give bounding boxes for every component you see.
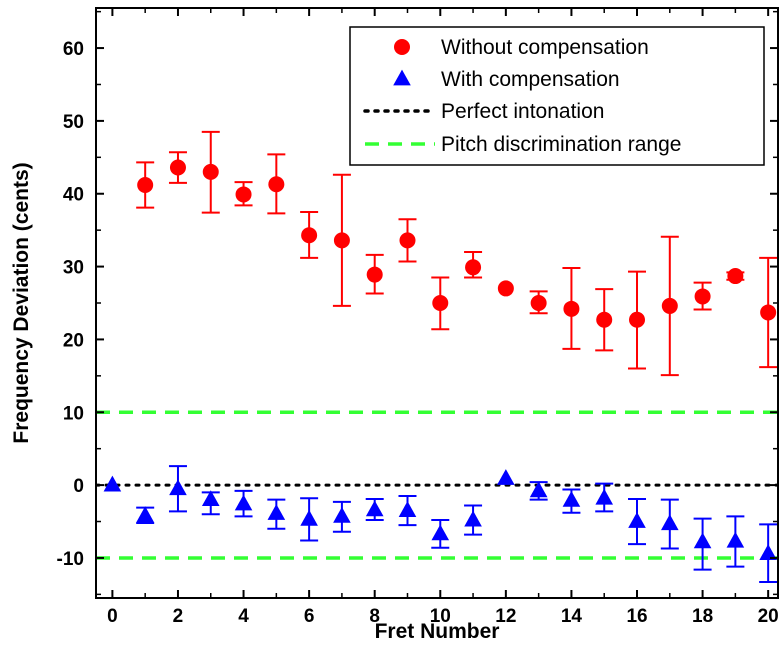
- series-with-compensation: [103, 465, 778, 583]
- x-tick-label: 10: [430, 606, 451, 627]
- series-without-compensation: [136, 130, 778, 377]
- data-point: [596, 311, 613, 328]
- y-tick-label: 20: [63, 330, 84, 351]
- data-point: [497, 280, 514, 297]
- data-point: [234, 494, 253, 511]
- axis-ticks: 0 2 4 6 8 10 12 14 16 18 20 -10 0 10 20 30 40 50 60: [57, 8, 779, 627]
- data-point: [333, 506, 351, 523]
- data-point: [366, 266, 383, 283]
- x-tick-label: 2: [173, 606, 184, 627]
- x-tick-label: 0: [107, 606, 118, 627]
- data-point: [694, 288, 711, 305]
- legend-label: Perfect intonation: [441, 100, 604, 123]
- y-tick-label: 40: [63, 185, 84, 206]
- x-tick-label: 4: [238, 606, 249, 627]
- y-tick-label: 0: [73, 476, 84, 497]
- data-point: [562, 490, 581, 507]
- data-point: [726, 531, 745, 548]
- data-point: [235, 186, 252, 203]
- legend-label: With compensation: [441, 68, 620, 91]
- data-point: [760, 304, 777, 321]
- data-point: [693, 532, 712, 549]
- data-point: [399, 232, 416, 249]
- data-point: [136, 506, 154, 523]
- data-point: [169, 479, 187, 496]
- data-point: [759, 544, 777, 560]
- x-tick-label: 20: [758, 606, 779, 627]
- data-point: [595, 488, 614, 505]
- data-point: [464, 510, 482, 527]
- data-point: [432, 295, 449, 311]
- data-point: [301, 227, 318, 244]
- data-point: [268, 176, 285, 193]
- x-tick-label: 14: [561, 606, 583, 627]
- y-tick-label: 60: [63, 39, 84, 60]
- data-point: [103, 475, 122, 492]
- legend-box: [349, 26, 765, 166]
- x-tick-label: 8: [369, 606, 380, 627]
- y-tick-label: -10: [57, 549, 84, 570]
- data-point: [267, 504, 286, 520]
- data-point: [661, 297, 678, 314]
- y-tick-label: 30: [63, 258, 84, 279]
- data-point: [530, 295, 547, 311]
- data-point: [333, 232, 350, 249]
- x-tick-label: 18: [692, 606, 713, 627]
- data-series: [103, 130, 778, 583]
- y-tick-label: 10: [63, 403, 84, 424]
- legend-label: Pitch discrimination range: [441, 133, 681, 156]
- data-point: [137, 177, 154, 193]
- legend-label: Without compensation: [441, 36, 649, 59]
- data-point: [201, 490, 220, 507]
- data-point: [365, 500, 384, 517]
- data-point: [497, 469, 515, 485]
- data-point: [563, 300, 580, 317]
- x-axis-label: Fret Number: [375, 620, 500, 643]
- y-tick-label: 50: [63, 112, 84, 133]
- data-point: [529, 481, 548, 498]
- data-point: [660, 514, 679, 531]
- data-point: [628, 512, 646, 528]
- data-point: [202, 163, 219, 180]
- x-tick-label: 12: [495, 606, 516, 627]
- data-point: [629, 311, 646, 328]
- data-point: [727, 268, 744, 285]
- data-point: [169, 159, 186, 176]
- y-axis-label: Frequency Deviation (cents): [10, 162, 33, 443]
- legend: Without compensation With compensation Per…: [349, 26, 765, 166]
- data-point: [465, 259, 482, 276]
- reference-lines: [96, 410, 778, 560]
- x-tick-label: 16: [626, 606, 647, 627]
- x-tick-label: 6: [304, 606, 315, 627]
- data-point: [300, 509, 318, 526]
- data-point: [431, 524, 450, 541]
- data-point: [398, 501, 417, 517]
- data-point: [393, 69, 411, 86]
- data-point: [394, 39, 410, 55]
